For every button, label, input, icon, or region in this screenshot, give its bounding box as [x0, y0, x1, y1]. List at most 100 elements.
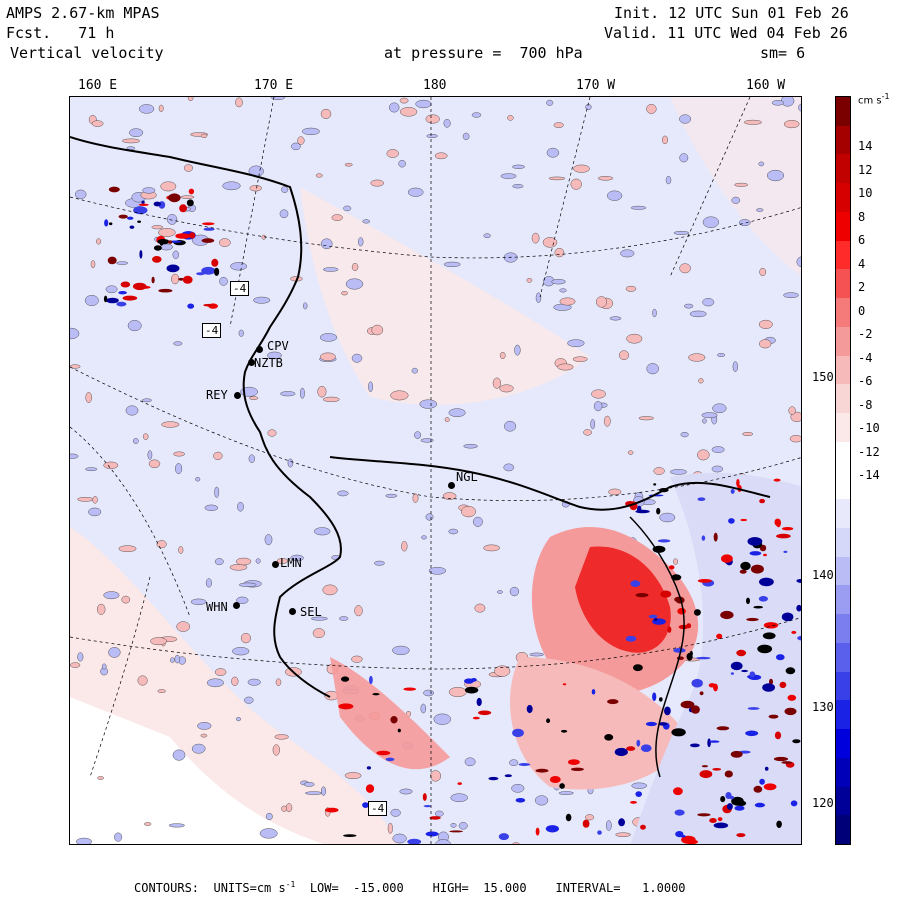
negative-speckle: [101, 663, 107, 670]
negative-speckle: [267, 351, 282, 360]
strong-velocity-cell: [690, 705, 700, 714]
strong-velocity-cell: [535, 768, 549, 773]
strong-velocity-cell: [741, 669, 749, 673]
positive-speckle: [118, 545, 137, 553]
strong-velocity-cell: [660, 590, 672, 598]
strong-velocity-cell: [139, 250, 143, 259]
strong-velocity-cell: [776, 820, 782, 828]
strong-velocity-cell: [640, 824, 646, 830]
negative-speckle: [147, 450, 153, 460]
positive-speckle: [759, 339, 772, 349]
negative-speckle: [125, 405, 139, 416]
strong-velocity-cell: [141, 200, 145, 204]
colorbar: [835, 96, 851, 845]
strong-velocity-cell: [784, 707, 797, 716]
strong-velocity-cell: [658, 722, 668, 726]
strong-velocity-cell: [713, 532, 718, 542]
negative-speckle: [281, 186, 289, 193]
colorbar-segment: [836, 556, 850, 586]
strong-velocity-cell: [677, 607, 686, 615]
strong-velocity-cell: [736, 479, 740, 487]
strong-velocity-cell: [104, 219, 109, 227]
positive-speckle: [183, 164, 193, 172]
strong-velocity-cell: [757, 644, 773, 654]
positive-speckle: [554, 248, 565, 258]
positive-speckle: [276, 558, 289, 564]
strong-velocity-cell: [122, 295, 138, 301]
positive-speckle: [160, 181, 177, 192]
positive-speckle: [425, 114, 440, 124]
strong-velocity-cell: [745, 730, 759, 737]
negative-speckle: [291, 142, 301, 151]
negative-speckle: [279, 209, 289, 219]
pink-region-northeast: [670, 97, 801, 276]
positive-speckle: [585, 814, 595, 821]
strong-velocity-cell: [773, 478, 781, 482]
strong-velocity-cell: [158, 288, 173, 293]
positive-speckle: [758, 319, 773, 329]
negative-speckle: [701, 412, 718, 419]
strong-velocity-cell: [689, 650, 693, 657]
strong-velocity-cell: [645, 721, 658, 727]
positive-speckle: [267, 429, 277, 437]
strong-velocity-cell: [203, 227, 215, 231]
negative-speckle: [559, 288, 567, 293]
negative-speckle: [796, 256, 801, 268]
positive-speckle: [492, 377, 502, 389]
strong-velocity-cell: [712, 768, 722, 771]
strong-velocity-cell: [774, 518, 781, 526]
negative-speckle: [205, 578, 212, 588]
negative-speckle: [652, 308, 657, 318]
model-title: AMPS 2.67-km MPAS: [6, 4, 160, 22]
positive-speckle: [351, 655, 363, 663]
strong-velocity-cell: [201, 238, 215, 243]
strong-velocity-cell: [728, 518, 735, 524]
positive-speckle: [218, 238, 231, 247]
negative-speckle: [712, 403, 727, 414]
negative-speckle: [351, 353, 363, 363]
strong-velocity-cell: [709, 818, 717, 823]
positive-speckle: [173, 451, 185, 457]
positive-speckle: [387, 822, 393, 834]
positive-speckle: [401, 541, 408, 552]
strong-velocity-cell: [759, 498, 765, 504]
strong-velocity-cell: [707, 738, 711, 748]
colorbar-segment: [836, 211, 850, 242]
negative-speckle: [419, 399, 438, 409]
negative-speckle: [70, 453, 79, 459]
strong-velocity-cell: [696, 656, 711, 660]
colorbar-tick-label: -10: [858, 421, 880, 435]
positive-speckle: [331, 214, 343, 221]
positive-speckle: [77, 496, 94, 502]
strong-velocity-cell: [701, 765, 709, 768]
positive-speckle: [474, 603, 486, 613]
strong-velocity-cell: [372, 693, 380, 696]
negative-speckle: [385, 493, 398, 498]
positive-speckle: [570, 178, 582, 190]
negative-speckle: [434, 810, 444, 817]
strong-velocity-cell: [731, 796, 744, 806]
negative-speckle: [255, 558, 261, 564]
positive-speckle: [526, 277, 533, 283]
positive-speckle: [662, 135, 669, 145]
positive-speckle: [200, 133, 208, 138]
positive-speckle: [240, 632, 251, 644]
negative-speckle: [197, 722, 212, 730]
negative-speckle: [114, 832, 123, 842]
negative-speckle: [711, 465, 724, 473]
colorbar-tick-label: -2: [858, 327, 873, 341]
negative-speckle: [426, 134, 438, 139]
negative-speckle: [511, 784, 525, 793]
positive-speckle: [103, 461, 119, 469]
strong-velocity-cell: [362, 802, 369, 808]
smoothing: sm= 6: [760, 44, 806, 62]
map-panel: CPV NZTB REY NGL LMN WHN SEL -4 -4 -4: [69, 96, 802, 845]
colorbar-segment: [836, 671, 850, 701]
negative-speckle: [732, 361, 738, 372]
colorbar-segment: [836, 125, 850, 155]
strong-velocity-cell: [182, 275, 193, 284]
strong-velocity-cell: [792, 739, 801, 744]
strong-velocity-cell: [175, 233, 191, 239]
station-dot-cpv: [256, 346, 263, 353]
strong-velocity-cell: [664, 706, 671, 716]
